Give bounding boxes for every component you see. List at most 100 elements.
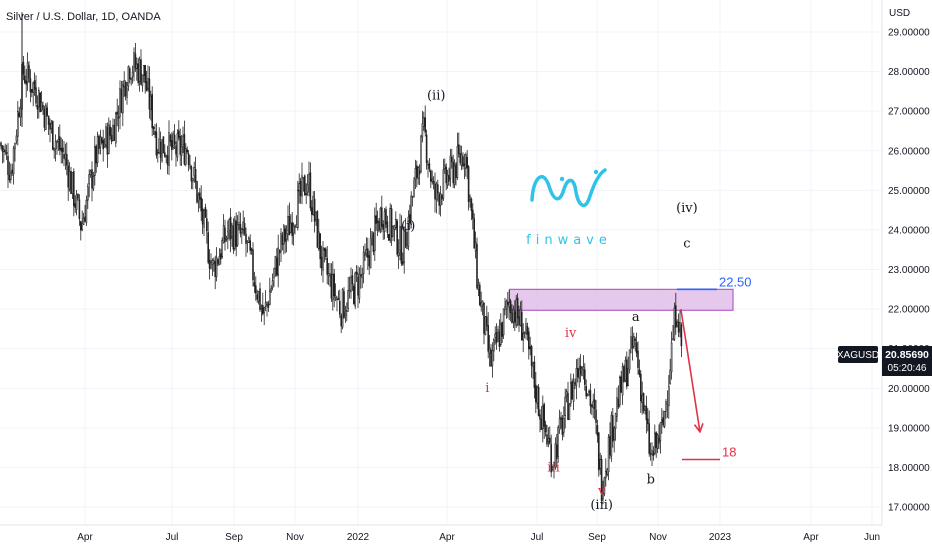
candle-body [634, 339, 637, 341]
candle-body [334, 295, 337, 299]
candle-body [385, 208, 387, 225]
candle-body [173, 134, 176, 145]
candle-body [459, 153, 462, 164]
candle-body [42, 105, 44, 109]
candle-body [560, 416, 562, 420]
candle-body [611, 415, 614, 442]
wave-label: (iii) [590, 498, 613, 513]
candle-body [292, 225, 295, 234]
candle-body [150, 95, 152, 110]
candle-body [245, 233, 247, 244]
candle-body [102, 139, 104, 150]
candle-body [480, 302, 483, 308]
candle-body [176, 133, 179, 158]
candle-body [572, 381, 575, 402]
candle-body [432, 180, 435, 184]
candle-body [537, 386, 540, 416]
candle-body [411, 196, 414, 198]
logo-text: finwave [526, 233, 612, 248]
candle-body [252, 249, 254, 281]
candle-body [239, 223, 242, 234]
candle-body [499, 323, 502, 346]
price-tick-label: 19.00000 [888, 423, 930, 434]
time-axis[interactable]: Apr Jul Sep Nov 2022 Apr Jul Sep Nov 2023 Apr Jun [77, 532, 880, 543]
candle-body [221, 239, 223, 258]
candle-body [54, 141, 57, 150]
candle-body [595, 409, 597, 423]
candle-body [331, 273, 334, 301]
candle-body [29, 78, 32, 93]
candle-body [450, 156, 453, 162]
candle-body [281, 234, 284, 245]
candle-body [473, 218, 476, 249]
candle-body [509, 300, 512, 314]
candle-body [199, 192, 201, 200]
candle-body [579, 365, 582, 375]
candle-body [635, 342, 638, 354]
candle-body [666, 402, 669, 405]
candle-body [383, 211, 386, 232]
candle-body [638, 369, 641, 376]
price-axis[interactable]: 29.00000 28.00000 27.00000 26.00000 25.00000… [888, 28, 930, 514]
candle-body [294, 226, 296, 228]
candle-body [446, 174, 449, 186]
candle-body [68, 171, 71, 190]
candle-body [508, 302, 511, 308]
candle-body [354, 272, 357, 307]
candle-body [512, 308, 515, 323]
grid-lines [0, 0, 882, 525]
candle-body [35, 87, 37, 104]
candle-body [648, 423, 651, 454]
resistance-zone [508, 288, 734, 311]
candle-body [476, 244, 478, 289]
candle-body [268, 290, 271, 306]
candle-body [64, 153, 67, 160]
candle-body [305, 193, 308, 195]
candle-body [274, 256, 277, 269]
candle-body [527, 331, 530, 350]
candle-body [525, 323, 527, 334]
candle-body [246, 240, 249, 243]
candle-body [78, 199, 81, 220]
candle-body [88, 174, 90, 185]
candle-body [336, 298, 338, 301]
candle-body [364, 253, 366, 256]
candle-body [214, 261, 216, 277]
candle-body [651, 449, 653, 455]
logo-dot-icon [559, 176, 565, 182]
candle-body [547, 438, 550, 442]
candle-body [16, 111, 19, 137]
candle-body [515, 299, 518, 326]
candle-body [551, 467, 554, 470]
candle-body [37, 90, 40, 108]
candle-body [210, 262, 212, 269]
wave-label: v [597, 484, 606, 499]
candle-body [504, 306, 506, 311]
candle-body [642, 392, 645, 411]
candle-body [403, 226, 406, 263]
candle-body [418, 169, 421, 175]
candle-body [70, 170, 72, 194]
candle-body [92, 176, 95, 190]
candle-body [539, 414, 541, 420]
candle-body [213, 260, 215, 264]
candle-body [415, 165, 418, 178]
candle-body [609, 435, 611, 456]
candle-body [145, 81, 148, 91]
candle-body [371, 231, 373, 237]
candle-body [39, 92, 42, 113]
candle-body [23, 75, 26, 83]
candle-body [89, 170, 92, 176]
candle-body [617, 398, 620, 408]
candle-body [105, 126, 107, 146]
candle-body [568, 404, 571, 421]
candle-body [278, 250, 281, 254]
candle-body [373, 215, 376, 251]
candle-body [74, 203, 76, 208]
candle-body [368, 255, 371, 267]
candle-body [306, 184, 309, 193]
candle-body [662, 417, 665, 426]
candle-body [627, 367, 630, 386]
